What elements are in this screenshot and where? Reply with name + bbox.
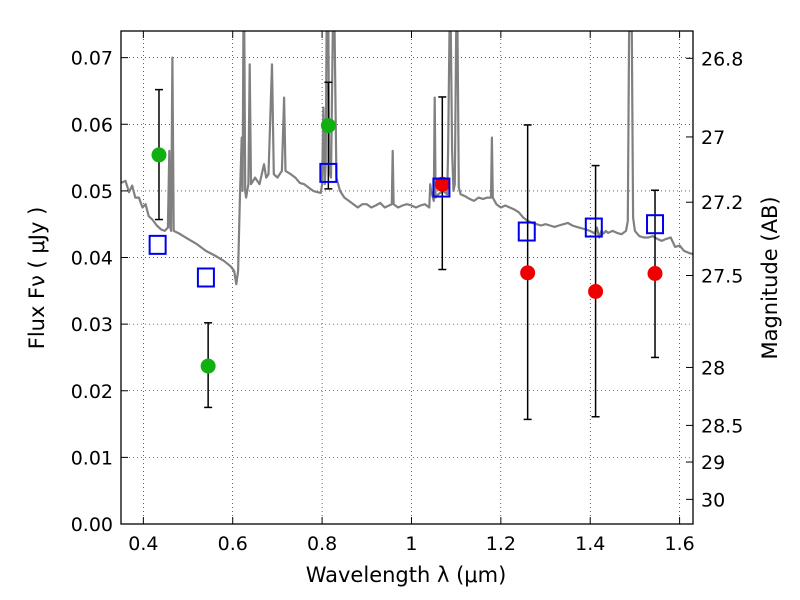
right-tick-label: 27 [701,127,725,149]
model-square-marker [584,217,603,238]
error-bars-layer [154,81,660,421]
model-square-marker [517,221,536,242]
y-tick-label: 0.02 [71,381,113,403]
right-tick-label: 27.5 [701,266,743,288]
x-tick-label: 0.4 [128,533,158,555]
model-square-marker [148,234,167,255]
right-tick-label: 26.8 [701,48,743,70]
x-tick-label: 0.6 [218,533,248,555]
x-axis-title: Wavelength λ (μm) [306,563,507,587]
right-tick-label: 28.5 [701,415,743,437]
ticks-layer: 0.4 0.6 0.8 1 1.2 1.4 1.6 0.00 0.01 0.02 0.03 0.04 0… [71,31,743,555]
right-tick-label: 28 [701,357,725,379]
red-data-point [588,283,604,299]
right-axis-title: Magnitude (AB) [758,196,782,359]
model-square-marker [319,162,338,183]
y-tick-label: 0.06 [71,114,113,136]
x-tick-label: 1 [405,533,417,555]
sed-model-layer [121,31,693,286]
green-data-point [320,118,336,134]
y-tick-label: 0.05 [71,181,113,203]
x-tick-label: 0.8 [307,533,337,555]
right-tick-label: 27.2 [701,192,743,214]
plot-frame [120,30,694,525]
y-tick-label: 0.03 [71,314,113,336]
green-data-point [200,358,216,374]
x-tick-label: 1.6 [664,533,694,555]
y-tick-label: 0.04 [71,248,113,270]
y-tick-label: 0.01 [71,447,113,469]
red-data-point [520,265,536,281]
y-tick-label: 0.07 [71,48,113,70]
green-data-point [151,147,167,163]
markers-layer [148,118,665,374]
x-tick-label: 1.4 [575,533,605,555]
y-axis-title: Flux Fν ( μJy ) [25,207,49,350]
model-square-marker [646,214,665,235]
right-tick-label: 30 [701,489,725,511]
sed-model-line [121,31,693,286]
model-square-marker [432,177,451,198]
red-data-point [647,266,663,282]
right-tick-label: 29 [701,452,725,474]
y-tick-label: 0.00 [71,514,113,536]
x-tick-label: 1.2 [486,533,516,555]
red-data-point [434,176,450,192]
grid-lines [121,31,693,525]
model-square-marker [196,267,215,288]
